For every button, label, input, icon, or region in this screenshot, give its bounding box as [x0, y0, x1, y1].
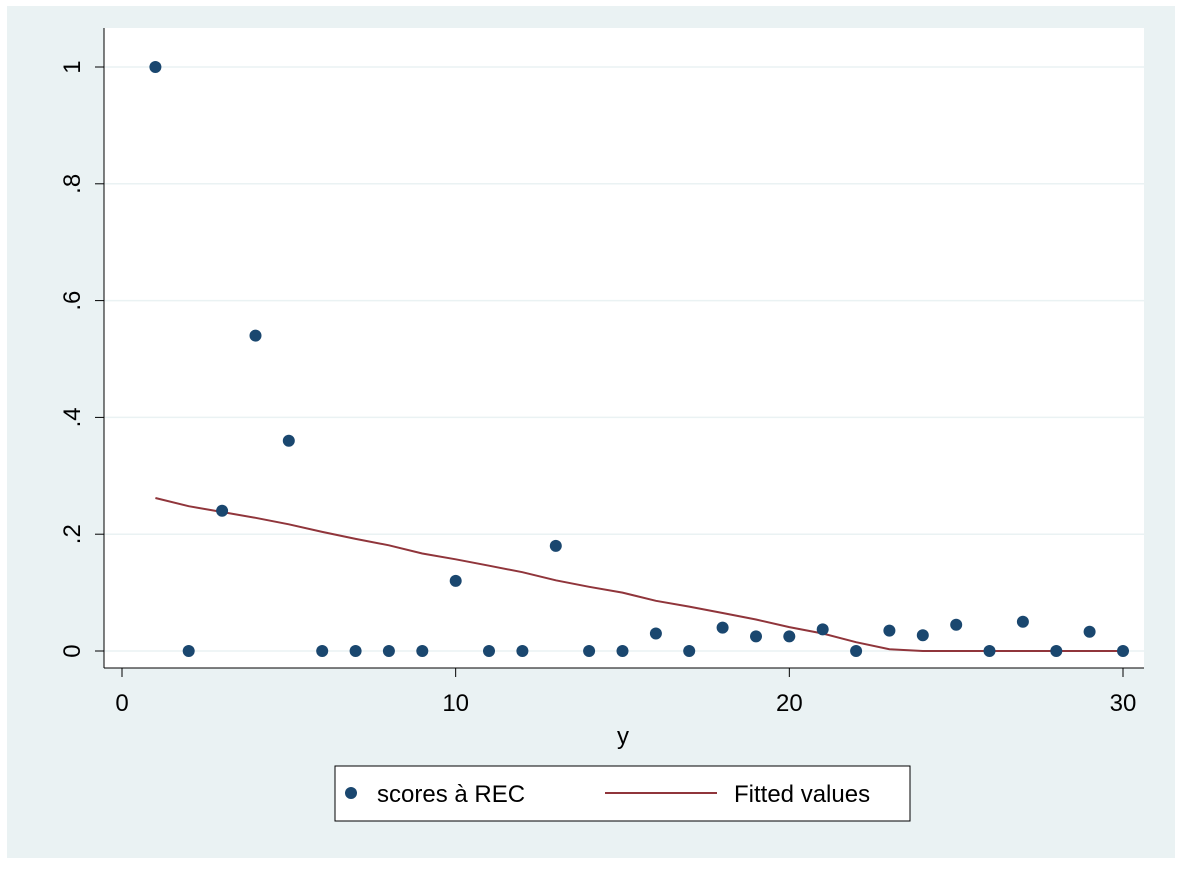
legend-label-fitted: Fitted values — [734, 781, 870, 808]
scatter-point — [1083, 625, 1096, 638]
fitted-line-layer — [155, 497, 1123, 652]
y-tick-label: .6 — [59, 291, 86, 311]
scatter-point — [750, 630, 762, 643]
scatter-point — [950, 618, 963, 631]
scatter-point — [583, 645, 596, 657]
x-axis-label: y — [617, 723, 629, 750]
scatter-point — [382, 645, 395, 657]
x-tick-label: 0 — [115, 690, 128, 717]
scatter-point — [716, 621, 729, 634]
legend-label-scores: scores à REC — [377, 781, 525, 808]
scatter-point — [1016, 615, 1029, 628]
scatter-point — [416, 645, 429, 657]
legend-scatter-marker — [345, 787, 357, 799]
x-tick-label: 10 — [442, 690, 469, 717]
x-tick-label: 20 — [776, 690, 803, 717]
scatter-point — [349, 645, 362, 657]
x-tick-label: 30 — [1110, 690, 1137, 717]
scatter-point — [149, 61, 162, 73]
y-tick-label: .4 — [59, 407, 86, 427]
fitted-values-line — [155, 497, 1123, 652]
scatter-point — [449, 574, 462, 587]
scatter-point — [683, 645, 696, 657]
scatter-point — [816, 623, 829, 636]
scatter-point — [783, 630, 796, 643]
y-tick-label: .2 — [59, 524, 86, 544]
scatter-point — [549, 539, 562, 552]
scatter-points-layer — [149, 61, 1129, 657]
scatter-point — [1117, 645, 1129, 657]
scatter-point — [483, 645, 495, 657]
grid-lines — [104, 66, 1144, 652]
scatter-point — [316, 645, 329, 657]
axes: 0.2.4.6.810 10 20 30 — [59, 28, 1144, 717]
scatter-point — [182, 645, 195, 657]
scatter-point — [516, 645, 529, 657]
y-tick-label: 1 — [59, 60, 86, 73]
y-tick-label: .8 — [59, 174, 86, 194]
y-tick-label: 0 — [59, 644, 86, 657]
scatter-point — [649, 627, 662, 640]
scatter-point — [883, 624, 896, 637]
legend: scores à REC Fitted values — [334, 765, 911, 822]
scatter-point — [916, 629, 929, 642]
scatter-point — [850, 645, 863, 657]
scatter-point — [249, 329, 262, 342]
scatter-point — [1050, 645, 1063, 657]
scatter-point — [282, 434, 295, 447]
scatter-point — [983, 645, 996, 657]
scatter-point — [216, 504, 229, 517]
plot-area — [104, 28, 1144, 668]
scatter-point — [616, 645, 629, 657]
